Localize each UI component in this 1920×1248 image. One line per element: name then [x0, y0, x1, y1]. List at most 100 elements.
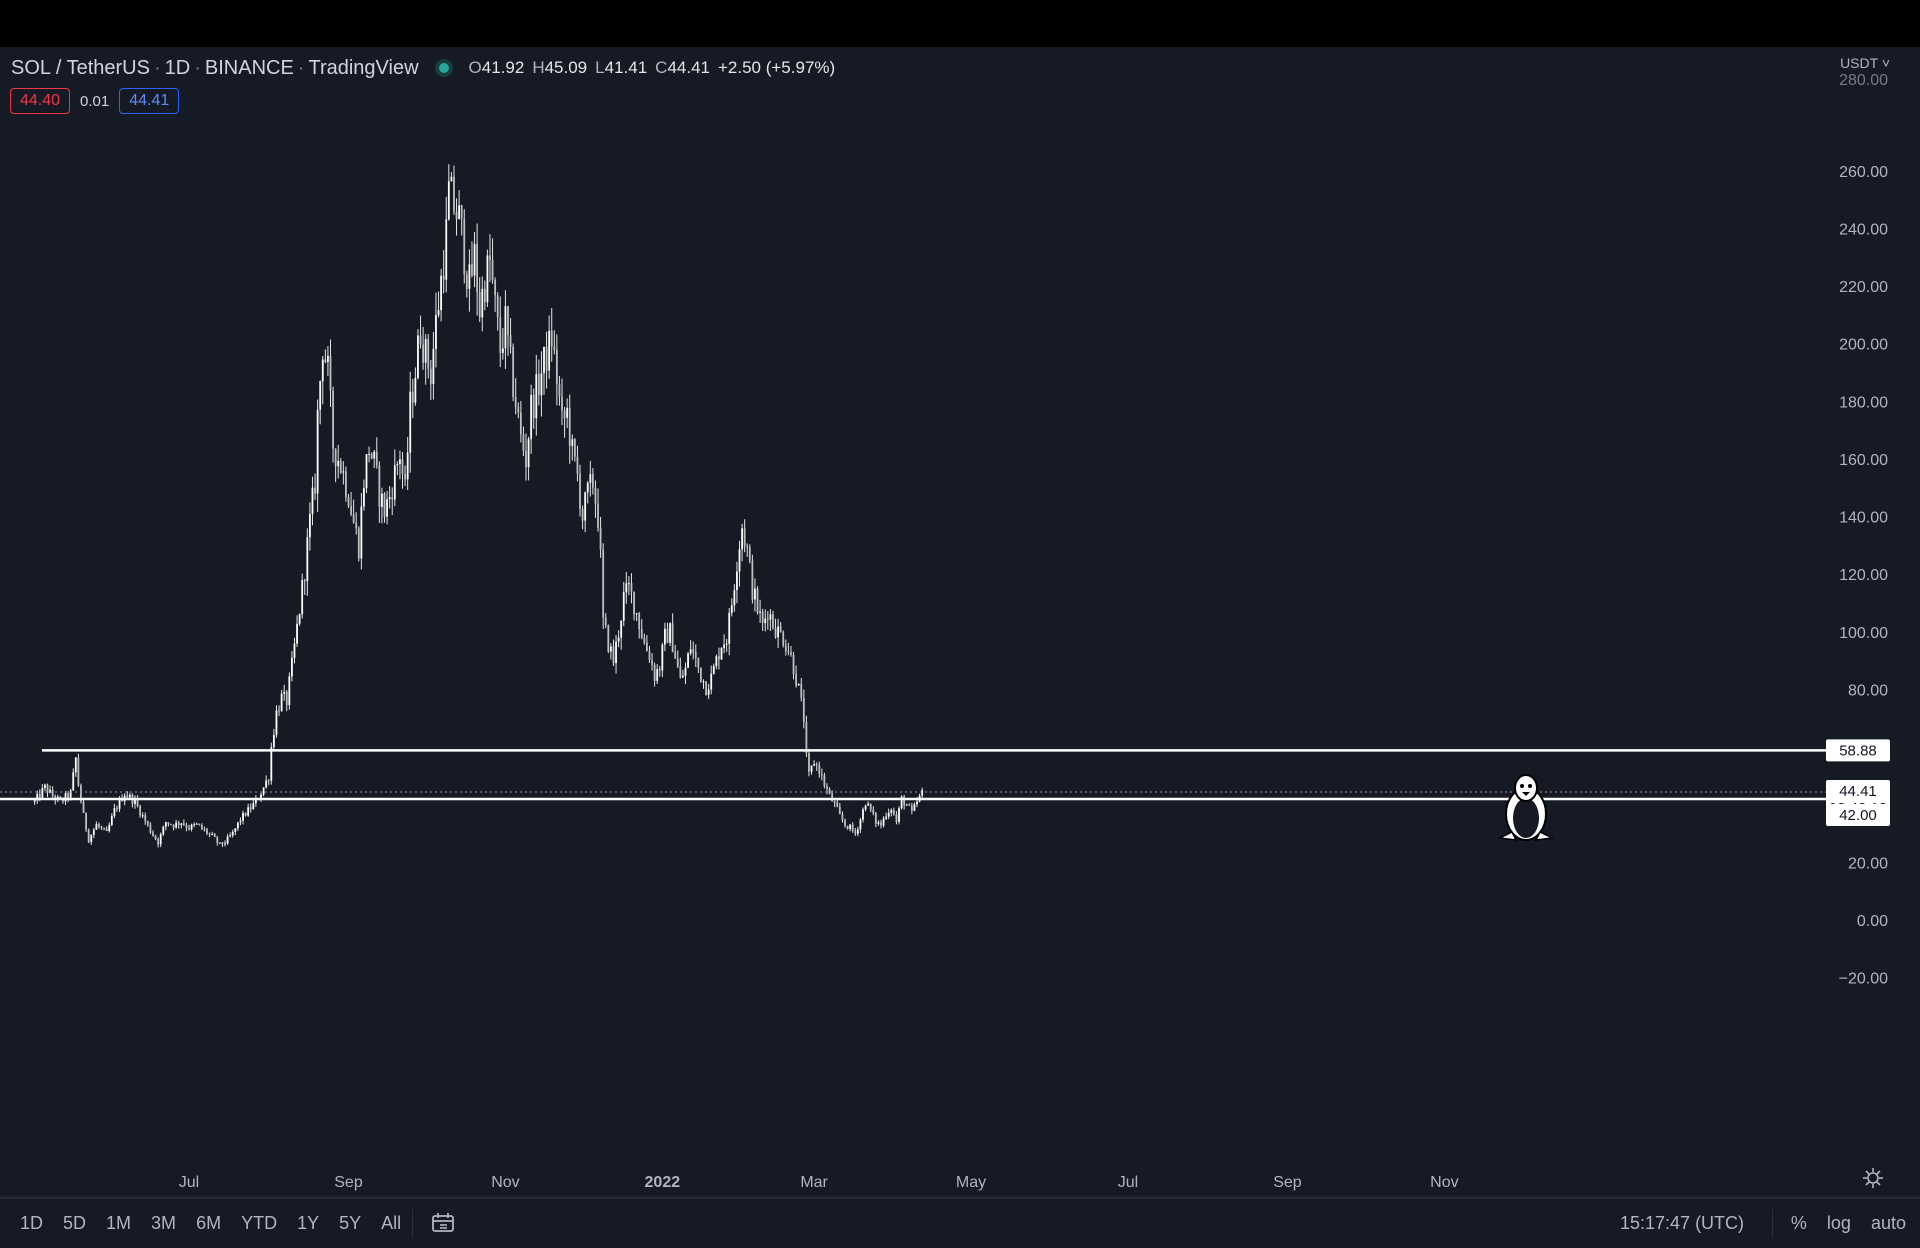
candle-body	[741, 528, 743, 550]
candle-body	[489, 255, 491, 260]
candle-body	[715, 656, 718, 667]
candle-body	[849, 824, 852, 829]
candle-body	[820, 773, 823, 776]
candle-body	[718, 656, 720, 660]
candle-body	[193, 824, 196, 826]
candle-body	[795, 674, 798, 686]
candle-body	[597, 503, 599, 528]
candle-body	[363, 488, 365, 507]
candle-body	[234, 828, 237, 832]
candle-body	[95, 824, 98, 830]
candle-body	[262, 787, 265, 795]
market-open-icon[interactable]	[438, 63, 449, 73]
candle-body	[471, 264, 473, 276]
buy-price-button[interactable]: 44.41	[119, 88, 180, 114]
candle-body	[247, 807, 250, 816]
scale-option-log[interactable]: log	[1826, 1213, 1851, 1233]
bottom-toolbar: 1D 5D 1M 3M 6M YTD 1Y 5Y All 15:17:47 (UTC) % log…	[0, 1198, 1920, 1248]
sell-price-button[interactable]: 44.40	[10, 88, 71, 114]
candle-body	[712, 666, 715, 674]
calendar-icon[interactable]	[432, 1213, 454, 1238]
candle-body	[216, 837, 219, 843]
candle-body	[375, 451, 378, 466]
utc-clock[interactable]: 15:17:47 (UTC)	[1620, 1213, 1745, 1233]
price-axis-label: 20.00	[1848, 855, 1888, 872]
candle-body	[892, 810, 895, 815]
candle-body	[730, 605, 733, 613]
range-button-all[interactable]: All	[381, 1213, 402, 1233]
spread-value: 0.01	[80, 92, 110, 110]
candle-body	[404, 473, 406, 480]
lower-level-tag-box	[1826, 803, 1890, 826]
candle-body	[555, 349, 558, 385]
candle-body	[507, 306, 509, 336]
candle-body	[355, 522, 358, 529]
candle-body	[296, 623, 298, 644]
open-value: 41.92	[481, 58, 525, 77]
candle-body	[409, 391, 412, 453]
price-axis-label: 200.00	[1839, 337, 1888, 354]
candle-body	[540, 373, 543, 396]
symbol-name[interactable]: SOL / TetherUS	[11, 56, 150, 79]
symbol-header[interactable]: SOL / TetherUS · 1D · BINANCE · TradingV…	[11, 55, 835, 81]
candle-body	[527, 439, 530, 468]
candle-body	[116, 808, 118, 810]
separator-dot: ·	[194, 56, 201, 79]
range-button-3m[interactable]: 3M	[151, 1213, 177, 1233]
candle-body	[337, 460, 340, 467]
candle-body	[218, 842, 221, 844]
candle-body	[517, 406, 520, 413]
candle-body	[558, 384, 561, 397]
candle-body	[579, 473, 581, 509]
candle-body	[249, 807, 252, 810]
candle-body	[275, 710, 278, 736]
time-axis-label: May	[956, 1174, 986, 1191]
candle-body	[419, 335, 422, 345]
candle-body	[236, 822, 239, 829]
candle-body	[44, 784, 46, 789]
candle-body	[244, 812, 247, 816]
high-key: H	[532, 58, 545, 77]
candle-body	[368, 453, 370, 455]
candle-body	[864, 805, 867, 810]
candle-body	[615, 641, 617, 664]
candle-body	[782, 632, 785, 646]
candle-body	[339, 460, 342, 473]
candle-body	[267, 780, 270, 782]
candle-body	[759, 611, 761, 613]
candle-body	[761, 611, 764, 624]
scale-option-percent[interactable]: %	[1790, 1213, 1807, 1233]
range-button-1m[interactable]: 1M	[106, 1213, 132, 1233]
candle-body	[805, 721, 808, 754]
price-chart[interactable]: 260.00 240.00 220.00 200.00 180.00 160.00 140.…	[0, 47, 1920, 1198]
candle-body	[126, 795, 129, 798]
interval-label[interactable]: 1D	[164, 56, 191, 79]
candle-body	[908, 804, 911, 806]
candle-body	[154, 835, 157, 840]
candle-body	[661, 644, 664, 671]
candle-body	[535, 374, 538, 419]
candle-body	[321, 359, 324, 382]
candle-body	[334, 448, 337, 467]
candle-body	[638, 613, 641, 629]
candle-body	[664, 628, 666, 645]
range-button-1d[interactable]: 1D	[20, 1213, 44, 1233]
time-axis-label: Jul	[179, 1174, 199, 1191]
range-button-ytd[interactable]: YTD	[241, 1213, 278, 1233]
range-button-6m[interactable]: 6M	[196, 1213, 222, 1233]
candle-body	[792, 654, 795, 675]
currency-selector[interactable]: USDT ˅	[1840, 55, 1890, 71]
range-button-5y[interactable]: 5Y	[339, 1213, 362, 1233]
candle-body	[378, 465, 381, 507]
gear-icon[interactable]	[1862, 1167, 1884, 1194]
candle-body	[550, 330, 553, 347]
range-button-1y[interactable]: 1Y	[297, 1213, 320, 1233]
candle-body	[303, 580, 306, 582]
time-axis-label: Jul	[1118, 1174, 1138, 1191]
range-button-5d[interactable]: 5D	[63, 1213, 87, 1233]
candle-body	[905, 804, 908, 806]
candle-body	[630, 583, 633, 592]
candle-body	[46, 784, 49, 793]
scale-option-auto[interactable]: auto	[1870, 1213, 1906, 1233]
exchange-label: BINANCE	[204, 56, 294, 79]
